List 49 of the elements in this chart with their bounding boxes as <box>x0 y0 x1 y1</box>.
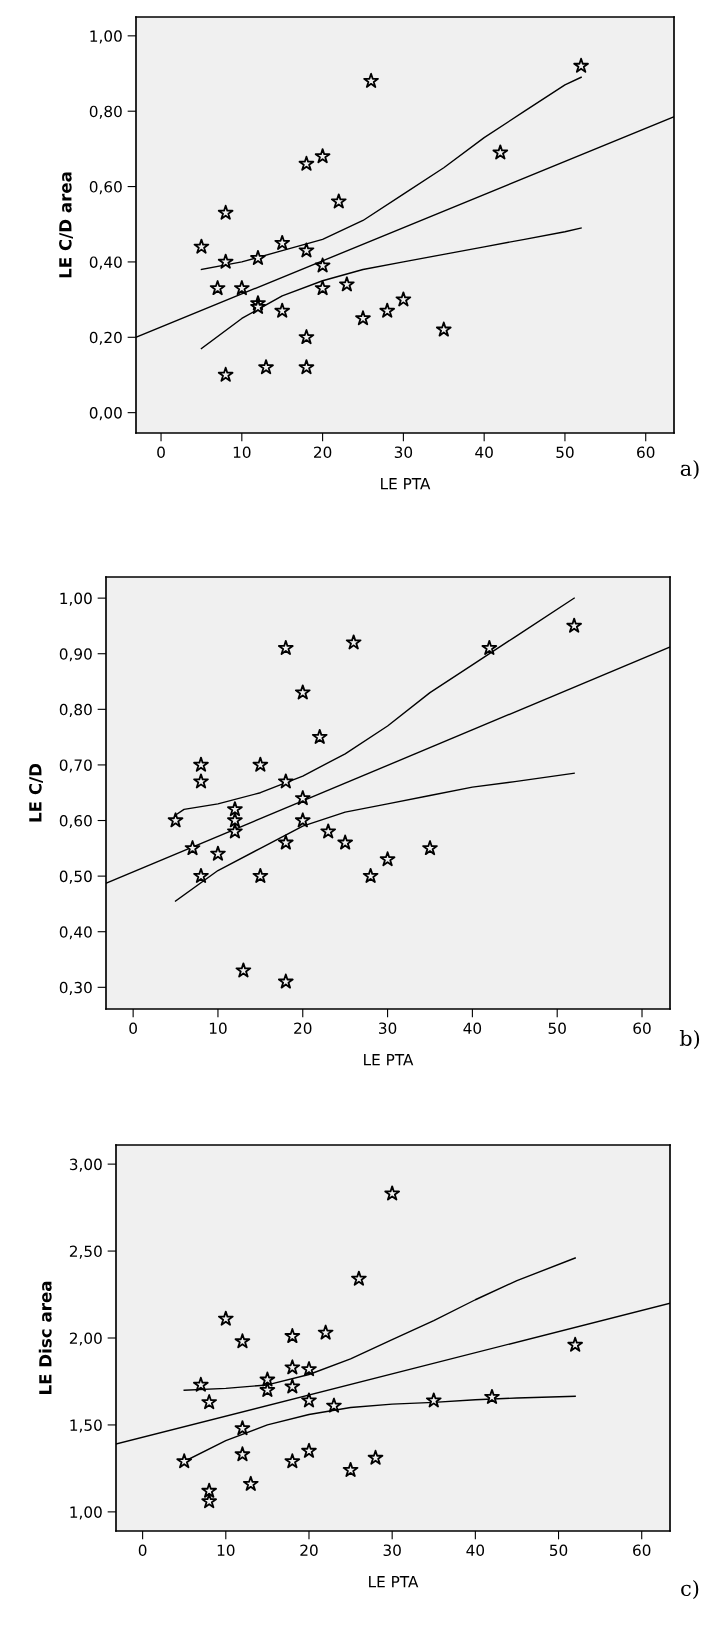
y-tick-label: 0,80 <box>89 105 122 119</box>
y-tick-label: 0,70 <box>59 759 92 773</box>
y-tick-label: 1,00 <box>70 1506 102 1520</box>
x-tick-label: 20 <box>300 1544 318 1557</box>
x-tick-label: 10 <box>209 1022 227 1035</box>
text: c) <box>681 1579 699 1599</box>
x-tick-label: 30 <box>379 1022 397 1035</box>
x-tick-label: 10 <box>217 1544 235 1557</box>
x-axis-title: LE PTA <box>364 1054 414 1066</box>
y-tick-label: 0,00 <box>89 407 122 421</box>
y-tick-label: 2,50 <box>69 1245 102 1259</box>
y-tick-label: 0,30 <box>59 981 92 995</box>
x-tick-label: 50 <box>556 446 574 459</box>
x-axis-title: LE PTA <box>381 478 431 490</box>
y-tick-label: 3,00 <box>69 1158 102 1172</box>
x-tick-label: 0 <box>138 1544 147 1557</box>
x-tick-label: 40 <box>466 1544 485 1557</box>
x-tick-label: 60 <box>633 1022 651 1035</box>
y-axis-title: LE C/D area <box>59 172 73 278</box>
x-tick-label: 30 <box>394 446 413 459</box>
x-tick-label: 10 <box>233 446 251 459</box>
x-tick-label: 40 <box>475 446 493 459</box>
y-tick-label: 1,50 <box>70 1419 102 1433</box>
y-tick-label: 0,60 <box>89 181 122 195</box>
y-axis-title: LE C/D <box>29 763 43 822</box>
x-tick-label: 20 <box>294 1022 312 1035</box>
x-tick-label: 20 <box>314 446 332 459</box>
x-tick-label: 60 <box>633 1544 651 1557</box>
x-tick-label: 40 <box>463 1022 482 1035</box>
x-tick-label: 50 <box>548 1022 566 1035</box>
x-axis-title: LE PTA <box>369 1576 419 1588</box>
text: b) <box>679 1029 700 1049</box>
y-tick-label: 1,00 <box>90 30 122 44</box>
y-tick-label: 1,00 <box>60 592 92 606</box>
x-tick-label: 30 <box>383 1544 401 1557</box>
y-tick-label: 0,90 <box>59 648 92 662</box>
x-tick-label: 0 <box>157 446 165 459</box>
x-tick-label: 60 <box>637 446 655 459</box>
y-tick-label: 0,80 <box>59 703 92 717</box>
x-tick-label: 50 <box>549 1544 568 1557</box>
y-tick-label: 0,50 <box>59 870 92 884</box>
x-tick-label: 0 <box>129 1022 137 1035</box>
y-tick-label: 0,40 <box>89 256 122 270</box>
y-tick-label: 2,00 <box>69 1332 102 1346</box>
y-tick-label: 0,40 <box>59 926 92 940</box>
y-tick-label: 0,60 <box>59 814 92 829</box>
y-tick-label: 0,20 <box>89 331 122 345</box>
text: a) <box>680 459 699 479</box>
y-axis-title: LE Disc area <box>38 1281 52 1394</box>
